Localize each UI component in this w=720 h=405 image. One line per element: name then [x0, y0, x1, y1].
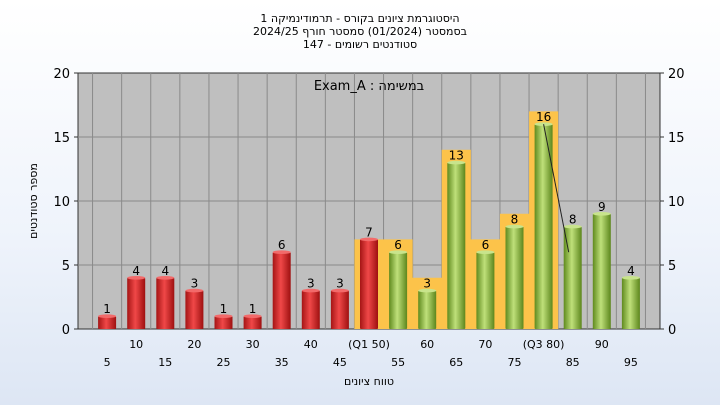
x-tick-55: 55: [391, 356, 405, 369]
title-line-1: היסטוגרמת ציונים בקורס - תרמודינמיקה 1: [260, 12, 459, 25]
x-tick-40: 40: [304, 338, 318, 351]
x-tick-65: 65: [449, 356, 463, 369]
bar-40: [301, 290, 320, 329]
x-tick-50: (Q1 50): [348, 338, 390, 351]
bar-35: [272, 252, 291, 329]
x-tick-5: 5: [104, 356, 111, 369]
data-label-25: 1: [220, 302, 228, 316]
x-tick-10: 10: [129, 338, 143, 351]
data-label-60: 3: [423, 277, 431, 291]
x-tick-80: (Q3 80): [523, 338, 565, 351]
x-tick-75: 75: [508, 356, 522, 369]
bar-90: [592, 213, 611, 329]
data-label-15: 4: [161, 264, 169, 278]
y-tick-right-10: 10: [668, 195, 685, 210]
x-tick-60: 60: [420, 338, 434, 351]
bar-60: [418, 290, 437, 329]
y-tick-right-15: 15: [668, 131, 685, 146]
bar-cap-50: [360, 237, 378, 242]
x-tick-85: 85: [566, 356, 580, 369]
bar-10: [127, 277, 146, 329]
x-tick-70: 70: [478, 338, 492, 351]
bar-70: [476, 252, 495, 329]
data-label-90: 9: [598, 200, 606, 214]
x-tick-20: 20: [187, 338, 201, 351]
bar-45: [330, 290, 349, 329]
data-label-35: 6: [278, 238, 286, 252]
data-label-10: 4: [132, 264, 140, 278]
y-tick-left-15: 15: [53, 131, 70, 146]
x-axis-label: טווח ציונים: [344, 375, 394, 388]
bar-15: [156, 277, 175, 329]
y-tick-right-5: 5: [668, 259, 676, 274]
data-label-80: 16: [536, 110, 551, 124]
bar-cap-70: [476, 250, 495, 254]
x-tick-25: 25: [217, 356, 231, 369]
data-label-20: 3: [191, 277, 199, 291]
bar-50: [360, 239, 378, 329]
data-label-40: 3: [307, 277, 315, 291]
x-tick-35: 35: [275, 356, 289, 369]
bar-65: [447, 162, 466, 329]
data-label-55: 6: [394, 238, 402, 252]
title-line-2: בסמסטר (01/2024) סמסטר חורף 2024/25: [253, 25, 467, 38]
bar-95: [621, 277, 640, 329]
bar-cap-45: [330, 288, 349, 293]
y-tick-left-0: 0: [62, 323, 70, 338]
x-tick-90: 90: [595, 338, 609, 351]
y-tick-left-10: 10: [53, 195, 70, 210]
bar-cap-30: [243, 314, 262, 319]
y-axis-left: 0 5 10 15 20: [53, 67, 78, 338]
bar-cap-95: [621, 276, 640, 280]
bar-25: [214, 316, 233, 329]
data-label-65: 13: [449, 149, 464, 163]
bar-30: [243, 316, 262, 329]
data-label-45: 3: [336, 277, 344, 291]
y-tick-left-5: 5: [62, 259, 70, 274]
bars: [98, 122, 640, 329]
bar-cap-90: [592, 212, 611, 216]
title-line-3: סטודנטים רשומים - 147: [303, 38, 417, 51]
x-axis: 5 10 15 20 25 30 35 40 45(Q1 50)55 60 65 70 75(Q3 80…: [104, 338, 638, 369]
bar-cap-20: [185, 288, 204, 293]
chart-title: היסטוגרמת ציונים בקורס - תרמודינמיקה 1 ב…: [253, 12, 467, 51]
y-axis-label: מספר סטודנטים: [27, 163, 40, 239]
bar-cap-65: [447, 160, 466, 165]
y-tick-right-0: 0: [668, 323, 676, 338]
data-label-50: 7: [365, 225, 373, 239]
bar-cap-5: [98, 314, 117, 319]
x-tick-15: 15: [158, 356, 172, 369]
bar-cap-35: [272, 250, 291, 254]
y-tick-left-20: 20: [53, 67, 70, 82]
x-tick-95: 95: [624, 356, 638, 369]
data-label-70: 6: [482, 238, 490, 252]
bar-5: [98, 316, 117, 329]
bar-cap-15: [156, 276, 175, 280]
data-label-5: 1: [103, 302, 111, 316]
trend-line: [543, 124, 570, 253]
bar-cap-75: [505, 224, 524, 229]
bar-cap-85: [563, 224, 582, 229]
y-axis-right: 0 5 10 15 20: [660, 67, 685, 338]
bar-55: [389, 252, 408, 329]
bar-75: [505, 226, 524, 329]
x-tick-30: 30: [246, 338, 260, 351]
gridlines: [78, 73, 660, 329]
inner-task-label: במשימה : Exam_A: [314, 79, 424, 94]
bar-cap-10: [127, 276, 146, 280]
bar-cap-25: [214, 314, 233, 319]
bar-cap-60: [418, 288, 437, 293]
bar-80: [534, 124, 553, 329]
bar-20: [185, 290, 204, 329]
data-label-85: 8: [569, 213, 577, 227]
bar-cap-55: [389, 250, 408, 254]
x-tick-45: 45: [333, 356, 347, 369]
data-label-30: 1: [249, 302, 257, 316]
y-tick-right-20: 20: [668, 67, 685, 82]
data-label-75: 8: [511, 213, 519, 227]
data-label-95: 4: [627, 264, 635, 278]
bar-cap-40: [301, 288, 320, 293]
